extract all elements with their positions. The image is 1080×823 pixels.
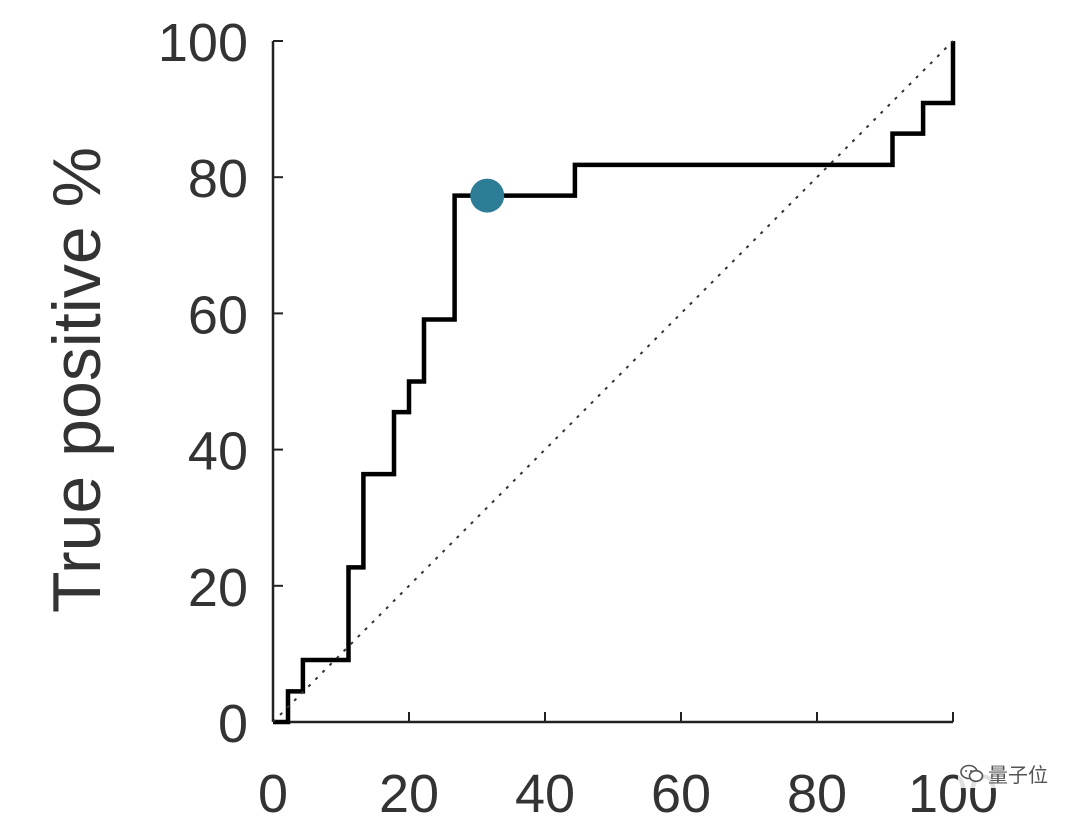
watermark-text: 量子位 [988,763,1048,787]
y-tick-label: 0 [218,694,248,754]
y-tick-label: 20 [188,558,248,618]
watermark: 量子位 [958,759,1050,788]
y-tick-label: 100 [158,13,248,73]
x-tick-label: 80 [787,764,847,823]
axes [271,41,953,724]
x-tick-label: 40 [515,764,575,823]
series [272,40,956,725]
operating-point-marker [470,178,505,213]
x-tick-label: 0 [258,764,288,823]
chance-diagonal-line [272,40,954,723]
y-tick-label: 60 [188,285,248,345]
y-tick-label: 40 [188,422,248,482]
x-tick-label: 60 [651,764,711,823]
roc-step-curve [273,41,956,725]
y-axis-label: True positive % [39,147,115,613]
wechat-icon [960,764,984,782]
y-tick-label: 80 [188,149,248,209]
x-tick-label: 20 [379,764,439,823]
